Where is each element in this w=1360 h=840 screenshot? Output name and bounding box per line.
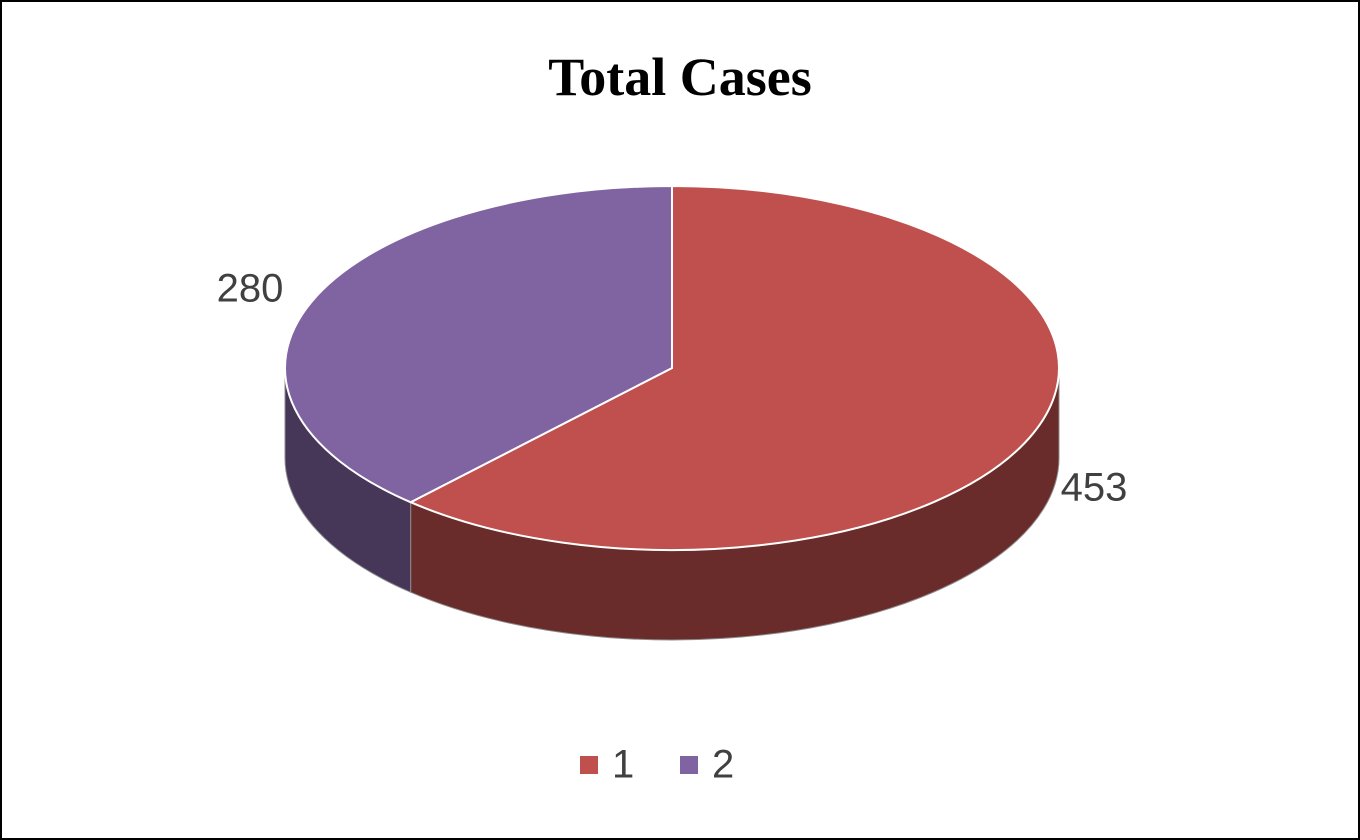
- data-label: 453: [1061, 466, 1128, 510]
- legend-swatch: [680, 756, 698, 774]
- chart-title: Total Cases: [548, 47, 812, 107]
- slice: [408, 184, 1060, 551]
- legend-label: 1: [612, 743, 634, 787]
- data-label: 280: [217, 266, 284, 310]
- slice: [284, 184, 673, 504]
- legend-label: 2: [712, 743, 734, 787]
- legend-swatch: [580, 756, 598, 774]
